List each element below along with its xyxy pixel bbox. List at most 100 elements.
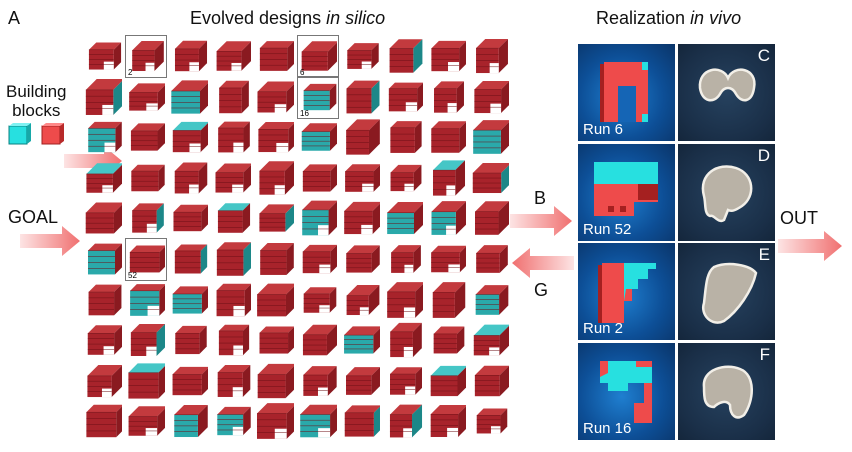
evolved-design <box>256 78 297 116</box>
evolved-design <box>428 159 466 197</box>
evolved-design <box>170 362 210 400</box>
evolved-design <box>342 402 382 440</box>
evolved-design <box>170 321 208 359</box>
run-label: Run 2 <box>583 320 624 337</box>
title-text: Evolved designs <box>190 8 327 28</box>
evolved-design <box>127 37 165 75</box>
organism-image <box>701 262 758 324</box>
evolved-design <box>299 78 337 116</box>
evolved-design <box>170 159 208 197</box>
voxel-design <box>600 360 652 423</box>
organism-image <box>702 365 753 419</box>
evolved-design <box>342 78 380 116</box>
arrow-g <box>512 248 574 278</box>
red-block-icon <box>41 123 64 145</box>
goal-label: GOAL <box>8 207 59 227</box>
evolved-design <box>213 240 252 278</box>
evolved-design <box>84 78 125 116</box>
evolved-design <box>84 321 123 359</box>
evolved-design <box>471 240 509 278</box>
organism-photo-1: C <box>678 44 775 141</box>
evolved-design <box>385 199 425 237</box>
voxel-design <box>600 62 648 122</box>
evolved-design <box>299 240 338 278</box>
evolved-design <box>127 362 168 400</box>
evolved-design <box>428 199 467 237</box>
evolved-design <box>471 281 509 319</box>
panel-letter: E <box>758 245 770 264</box>
design-panel-1: Run 6 <box>578 44 675 141</box>
highlighted-design-box: 16 <box>297 75 339 119</box>
panel-label-a: A <box>8 8 21 28</box>
evolved-design <box>213 159 253 197</box>
evolved-design <box>428 118 467 156</box>
highlighted-design-box: 52 <box>125 238 167 281</box>
evolved-design <box>213 321 251 359</box>
voxel-design <box>594 161 658 216</box>
evolved-design <box>127 321 166 359</box>
building-blocks-line2: blocks <box>12 101 61 120</box>
evolved-design <box>471 118 511 156</box>
evolved-design <box>428 281 466 319</box>
building-blocks-label: Building blocks <box>6 82 67 120</box>
evolved-design <box>385 78 424 116</box>
evolved-design <box>428 362 468 400</box>
panel-letter: D <box>757 145 770 165</box>
evolved-design <box>127 402 168 440</box>
evolved-design <box>385 402 423 440</box>
evolved-design <box>342 118 380 156</box>
evolved-design <box>471 199 510 237</box>
evolved-design <box>170 199 209 237</box>
evolved-design <box>127 78 167 116</box>
evolved-design <box>213 78 251 116</box>
highlighted-design-box: 6 <box>297 35 339 78</box>
panel-label-b: B <box>534 188 547 208</box>
evolved-design <box>170 78 211 116</box>
evolved-design <box>213 118 251 156</box>
evolved-design <box>385 159 423 197</box>
evolved-design <box>213 402 251 440</box>
out-label: OUT <box>780 208 818 228</box>
evolved-design <box>213 199 251 237</box>
title-text: Realization <box>596 8 691 28</box>
evolved-design <box>342 281 380 319</box>
evolved-design <box>256 37 295 75</box>
evolved-design <box>299 362 337 400</box>
evolved-design <box>127 240 167 278</box>
evolved-design <box>84 281 122 319</box>
highlighted-design-box: 2 <box>125 35 167 78</box>
evolved-design <box>428 78 466 116</box>
evolved-design <box>84 402 124 440</box>
evolved-design <box>342 159 381 197</box>
evolved-design <box>170 402 208 440</box>
evolved-design <box>299 199 338 237</box>
evolved-design <box>256 321 295 359</box>
evolved-design <box>385 362 423 400</box>
evolved-design <box>213 362 251 400</box>
evolved-design <box>342 362 380 400</box>
evolved-design <box>170 281 210 319</box>
evolved-design <box>256 240 294 278</box>
evolved-design <box>299 281 337 319</box>
design-panel-2: Run 52 <box>578 143 675 241</box>
evolved-design <box>256 281 297 319</box>
evolved-design <box>84 159 124 197</box>
evolved-design <box>299 321 338 359</box>
title-realization: Realization in vivo <box>596 8 741 29</box>
evolved-design <box>256 402 298 440</box>
panel-label-g: G <box>534 280 549 300</box>
evolved-design <box>471 362 510 400</box>
run-number-label: 52 <box>128 271 137 280</box>
run-label: Run 52 <box>583 220 632 238</box>
design-panel-4: Run 16 <box>578 342 675 440</box>
evolved-design <box>428 402 468 440</box>
evolved-design <box>84 199 125 237</box>
evolved-design <box>471 78 510 116</box>
evolved-design <box>342 199 382 237</box>
evolved-design <box>256 118 296 156</box>
evolved-design <box>428 37 467 75</box>
evolved-design <box>299 402 340 440</box>
evolved-design <box>213 281 252 319</box>
arrow-b <box>510 206 572 236</box>
organism-photo-4: F <box>678 342 775 440</box>
